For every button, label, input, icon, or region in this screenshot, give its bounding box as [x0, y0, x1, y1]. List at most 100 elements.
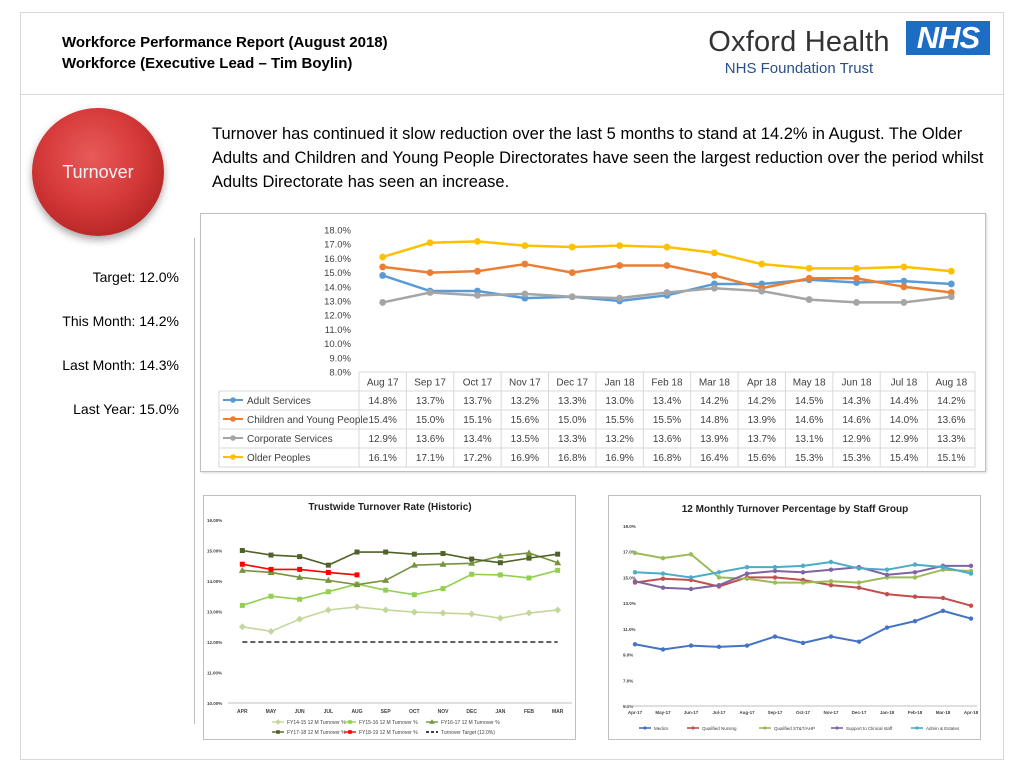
data-point: [555, 551, 561, 557]
series-line: [242, 552, 558, 586]
legend-entry: Turnover Target (12.0%): [426, 730, 495, 736]
x-tick-label: JUN: [295, 709, 305, 715]
x-tick-label: Nov 17: [509, 378, 541, 389]
y-tick-label: 11.0%: [325, 325, 352, 336]
data-point: [744, 643, 750, 648]
y-tick-label: 13.0%: [623, 601, 636, 606]
data-point: [853, 299, 860, 306]
data-point: [439, 609, 447, 617]
data-label: 13.9%: [748, 415, 776, 426]
data-point: [688, 586, 694, 592]
y-tick-label: 7.0%: [623, 678, 633, 683]
data-point: [805, 274, 813, 282]
data-label: 15.6%: [748, 453, 776, 464]
x-tick-label: Feb 18: [651, 378, 683, 389]
data-point: [267, 568, 275, 575]
data-label: 13.3%: [558, 434, 586, 445]
data-label: 12.9%: [369, 434, 397, 445]
data-point: [912, 594, 918, 599]
data-label: 15.5%: [605, 415, 633, 426]
y-tick-label: 14.00%: [207, 579, 222, 584]
x-tick-label: Aug-17: [739, 710, 755, 715]
legend-label: Medics: [654, 726, 669, 731]
data-point: [947, 293, 955, 301]
data-label: 13.5%: [511, 434, 539, 445]
y-tick-label: 16.00%: [207, 518, 222, 523]
data-point: [660, 571, 666, 576]
y-tick-label: 10.0%: [324, 339, 351, 350]
data-point: [296, 573, 304, 580]
legend-entry: Qualified Nursing: [687, 726, 737, 731]
logo-sub-text: NHS Foundation Trust: [724, 60, 874, 77]
data-point: [912, 562, 918, 567]
series-adult-services: [379, 272, 955, 305]
data-point: [474, 267, 481, 275]
nhs-logo: NHS: [906, 21, 990, 55]
data-label: 14.2%: [937, 396, 965, 407]
data-point: [660, 555, 666, 561]
data-point: [383, 549, 389, 555]
legend-label: FY14-15 12 M Turnover %: [287, 720, 346, 726]
x-tick-label: May 18: [793, 378, 826, 389]
y-tick-label: 11.00%: [207, 671, 222, 676]
data-point: [268, 552, 274, 558]
x-tick-label: NOV: [438, 709, 450, 715]
legend-label: FY18-19 12 M Turnover %: [359, 730, 418, 736]
legend-entry: FY17-18 12 M Turnover %: [272, 730, 346, 736]
legend-entry: Qualified ST&T/AHP: [759, 726, 815, 731]
data-point: [856, 585, 862, 590]
data-point: [497, 572, 503, 578]
data-label: 15.1%: [937, 453, 965, 464]
data-point: [411, 592, 417, 598]
data-point: [856, 566, 862, 571]
data-point: [238, 566, 246, 573]
data-label: 14.6%: [795, 415, 823, 426]
x-tick-label: Jan-18: [880, 710, 895, 715]
data-label: 13.1%: [795, 434, 823, 445]
data-label: 13.4%: [463, 434, 491, 445]
y-tick-label: 16.0%: [324, 254, 351, 265]
data-point: [632, 550, 638, 556]
data-point: [568, 293, 576, 301]
data-label: 17.2%: [463, 453, 491, 464]
x-tick-label: JAN: [495, 709, 505, 715]
data-point: [297, 566, 303, 572]
data-point: [497, 560, 503, 566]
x-tick-label: DEC: [466, 709, 477, 715]
series-line-group: [239, 567, 561, 608]
legend-entry: FY14-15 12 M Turnover %: [272, 719, 346, 726]
x-tick-label: Jun-17: [684, 710, 699, 715]
y-tick-label: 15.0%: [324, 268, 351, 279]
data-point: [554, 559, 562, 566]
data-point: [568, 243, 576, 251]
legend-label: FY15-16 12 M Turnover %: [359, 720, 418, 726]
legend-label: Qualified ST&T/AHP: [774, 726, 815, 731]
legend-label: Admin & Estates: [926, 726, 960, 731]
data-label: 16.9%: [511, 453, 539, 464]
data-label: 16.8%: [558, 453, 586, 464]
data-point: [688, 643, 694, 648]
x-tick-label: MAY: [266, 709, 277, 715]
data-point: [660, 585, 666, 590]
data-point: [663, 262, 671, 269]
data-point: [353, 581, 361, 588]
data-point: [800, 570, 806, 575]
data-point: [379, 253, 387, 261]
chart-title: 12 Monthly Turnover Percentage by Staff …: [682, 504, 909, 515]
legend-entry: FY18-19 12 M Turnover %: [344, 730, 418, 736]
x-tick-label: MAR: [552, 709, 564, 715]
x-tick-label: Aug 18: [935, 378, 967, 389]
data-point: [555, 567, 561, 573]
legend-swatch-marker: [230, 397, 236, 403]
legend-swatch-marker: [915, 726, 919, 730]
x-tick-label: FEB: [524, 709, 534, 715]
y-tick-label: 9.0%: [623, 653, 633, 658]
data-label: 13.0%: [605, 396, 633, 407]
data-point: [379, 272, 387, 279]
data-point: [828, 559, 834, 565]
legend-entry: Children and Young People: [223, 415, 369, 426]
data-point: [474, 291, 481, 299]
data-point: [521, 242, 529, 250]
series-older-peoples: [379, 237, 955, 275]
data-point: [554, 606, 562, 614]
